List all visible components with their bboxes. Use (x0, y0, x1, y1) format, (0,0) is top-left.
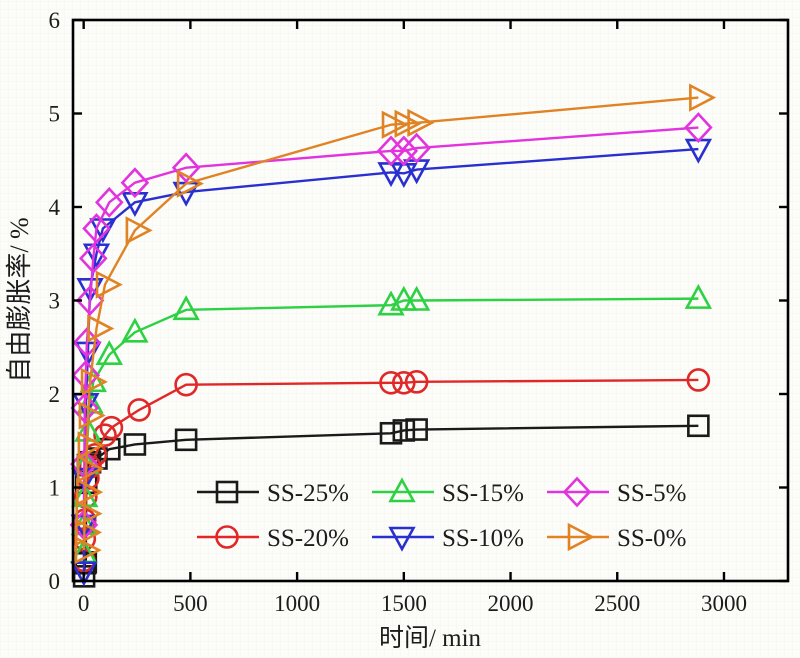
y-tick-label: 1 (49, 476, 61, 501)
x-tick-label: 2000 (488, 591, 534, 616)
y-tick-label: 0 (49, 569, 61, 594)
data-point-marker (567, 522, 595, 552)
series-SS-20% (72, 368, 711, 573)
data-point-marker (79, 243, 108, 274)
data-point-marker (176, 169, 204, 198)
x-tick-label: 500 (173, 591, 208, 616)
data-point-marker (80, 367, 108, 396)
data-point-marker (93, 423, 117, 447)
data-point-marker (689, 83, 717, 112)
data-point-marker (389, 135, 419, 167)
data-point-marker (686, 368, 711, 392)
legend-label: SS-25% (267, 480, 349, 507)
y-axis-title: 自由膨胀率/ % (5, 217, 34, 382)
data-point-marker (82, 213, 111, 244)
data-point-marker (78, 401, 106, 430)
x-axis-title: 时间/ min (379, 624, 482, 652)
data-point-marker (120, 167, 150, 199)
x-tick-label: 0 (78, 591, 90, 616)
data-point-marker (376, 135, 406, 167)
data-point-marker (388, 526, 416, 552)
legend-item-SS-0%: SS-0% (547, 522, 686, 552)
series-layer (69, 83, 717, 588)
data-point-marker (402, 132, 431, 164)
series-line (82, 147, 699, 572)
legend-item-SS-5%: SS-5% (547, 476, 686, 508)
data-point-marker (215, 525, 239, 549)
data-point-marker (95, 186, 124, 218)
data-point-marker (171, 152, 201, 184)
y-tick-label: 3 (49, 289, 61, 314)
data-point-marker (687, 414, 710, 438)
y-tick-label: 6 (49, 8, 61, 33)
data-point-marker (75, 499, 103, 528)
y-tick-label: 2 (49, 382, 61, 407)
data-point-marker (76, 478, 104, 507)
series-SS-5% (69, 112, 713, 541)
data-point-marker (405, 418, 428, 441)
data-point-marker (70, 392, 100, 424)
data-point-marker (123, 433, 147, 456)
legend-label: SS-15% (442, 480, 524, 507)
data-point-marker (127, 398, 151, 422)
data-point-marker (404, 370, 429, 394)
data-point-marker (402, 285, 431, 311)
series-SS-10% (70, 138, 713, 587)
data-point-marker (394, 109, 422, 138)
data-point-marker (562, 476, 592, 508)
data-point-marker (87, 314, 115, 343)
legend-label: SS-20% (267, 525, 349, 552)
data-point-marker (407, 108, 435, 137)
data-point-marker (76, 454, 105, 483)
y-tick-label: 4 (49, 195, 61, 220)
y-tick-label: 5 (49, 102, 61, 127)
x-tick-label: 3000 (701, 591, 747, 616)
x-tick-label: 1500 (381, 591, 427, 616)
legend-item-SS-10%: SS-10% (372, 525, 524, 552)
data-point-marker (95, 340, 123, 366)
data-point-marker (379, 370, 403, 395)
series-line (82, 126, 699, 525)
data-point-marker (381, 110, 409, 139)
series-line (82, 297, 699, 553)
data-point-marker (392, 370, 416, 395)
data-point-marker (392, 419, 416, 442)
data-point-marker (174, 372, 198, 397)
data-point-marker (121, 317, 149, 343)
x-tick-label: 1000 (274, 591, 320, 616)
data-point-marker (99, 415, 124, 440)
data-point-marker (379, 421, 403, 445)
legend-label: SS-0% (617, 525, 686, 552)
data-point-marker (77, 431, 105, 460)
data-point-marker (215, 480, 239, 504)
data-point-marker (684, 283, 713, 309)
data-point-marker (71, 359, 101, 391)
data-point-marker (121, 192, 149, 218)
axes-frame-layer: 0 500 1000 1500 2000 2500 3000 0 1 2 3 4 5 6 (49, 8, 790, 616)
legend-item-SS-15%: SS-15% (372, 477, 524, 507)
data-point-marker (388, 477, 416, 503)
legend-label: SS-10% (442, 525, 524, 552)
data-point-marker (70, 561, 98, 587)
series-SS-0% (74, 83, 717, 565)
data-point-marker (74, 536, 102, 565)
data-point-marker (125, 216, 153, 245)
series-line (82, 96, 699, 551)
legend-item-SS-25%: SS-25% (197, 480, 349, 507)
legend: SS-25% SS-20% SS-15% SS-10% SS-5% SS-0% (197, 476, 686, 552)
data-point-marker (75, 518, 103, 547)
data-point-marker (684, 112, 713, 143)
legend-label: SS-5% (617, 480, 686, 507)
series-line (82, 378, 699, 561)
data-point-marker (172, 295, 200, 321)
data-point-marker (174, 428, 198, 452)
x-tick-label: 2500 (594, 591, 640, 616)
data-point-marker (95, 270, 123, 299)
legend-item-SS-20%: SS-20% (197, 525, 349, 552)
